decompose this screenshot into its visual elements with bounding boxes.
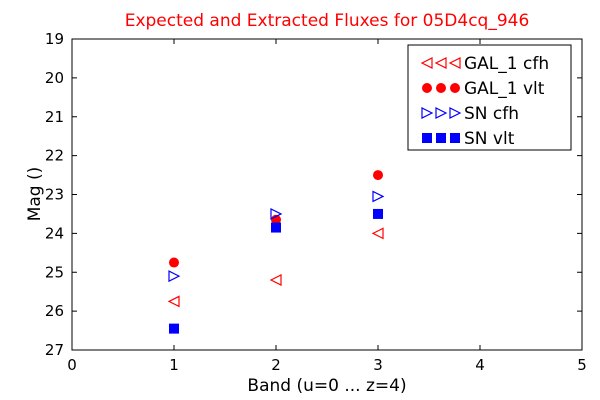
legend-label: SN cfh <box>464 104 519 124</box>
y-tick-label: 25 <box>45 263 64 281</box>
y-tick-label: 20 <box>45 69 64 87</box>
legend-marker <box>436 133 446 143</box>
chart-title: Expected and Extracted Fluxes for 05D4cq… <box>125 11 530 31</box>
y-axis-label: Mag () <box>25 167 45 222</box>
y-tick-label: 27 <box>45 341 64 359</box>
data-point <box>270 207 283 220</box>
legend-marker <box>422 83 432 93</box>
legend-marker <box>436 83 446 93</box>
legend-marker <box>450 133 460 143</box>
data-point <box>373 170 383 181</box>
legend-box <box>407 44 572 151</box>
y-tick-label: 21 <box>45 108 64 126</box>
data-point <box>371 227 384 240</box>
y-tick-label: 26 <box>45 302 64 320</box>
legend-marker <box>449 107 462 119</box>
y-tick-label: 22 <box>45 147 64 165</box>
x-tick-label: 4 <box>475 356 485 374</box>
legend-marker <box>422 133 432 143</box>
y-tick-label: 19 <box>45 30 64 48</box>
legend-marker <box>420 57 433 69</box>
data-point <box>372 190 385 203</box>
legend-marker <box>435 107 448 119</box>
data-point <box>168 270 181 283</box>
data-point <box>373 208 383 219</box>
data-point <box>169 257 179 268</box>
data-points <box>167 170 385 334</box>
x-tick-label: 0 <box>67 356 77 374</box>
data-point <box>169 323 179 334</box>
legend-label: GAL_1 cfh <box>464 54 549 74</box>
legend-marker <box>450 83 460 93</box>
legend-marker <box>448 57 461 69</box>
x-tick-label: 1 <box>169 356 179 374</box>
x-tick-label: 3 <box>373 356 383 374</box>
x-axis-label: Band (u=0 ... z=4) <box>247 376 406 396</box>
x-tick-label: 5 <box>577 356 587 374</box>
data-point <box>271 222 281 233</box>
legend-marker <box>434 57 447 69</box>
legend-label: GAL_1 vlt <box>464 79 545 99</box>
legend-label: SN vlt <box>464 129 515 149</box>
legend-marker <box>421 107 434 119</box>
x-tick-label: 2 <box>271 356 281 374</box>
y-tick-label: 23 <box>45 186 64 204</box>
y-tick-label: 24 <box>45 224 64 242</box>
legend: GAL_1 cfh GAL_1 vlt SN cfh SN vlt <box>407 44 572 151</box>
data-point <box>167 295 180 308</box>
data-point <box>269 274 282 286</box>
